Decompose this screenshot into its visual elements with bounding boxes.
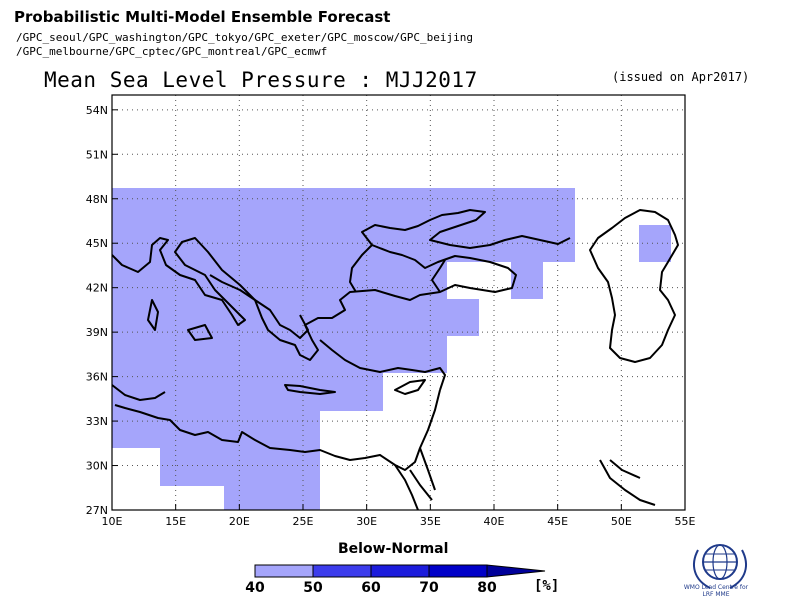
below-normal-shading [112,188,671,510]
legend-swatch-80-plus [486,564,546,578]
wmo-logo-caption: WMO Lead Centre for LRF MME [676,584,756,598]
tick-label-lon-20E: 20E [229,515,250,528]
wmo-laurel-icon [693,549,747,589]
below-normal-area-main [112,188,575,510]
coast-adriatic-balkans [209,274,309,339]
legend-label-40: 40 [245,580,265,596]
legend-swatch-60-70 [370,564,430,578]
coast-mediterranean-north [112,209,571,361]
coast-north-africa-west [112,384,166,401]
tick-label-lat-39N: 39N [86,326,108,339]
coast-black-sea [349,244,446,293]
map-frame [111,94,686,511]
map-axes: 10E 15E 20E 25E 30E 35E 40E 45E 50E 55E 27N 30N 33N 3… [86,104,696,528]
legend-swatch-50-60 [312,564,372,578]
below-normal-area-caspian [639,225,671,262]
wmo-logo [693,544,747,589]
tick-label-lon-30E: 30E [356,515,377,528]
legend-label-50: 50 [303,580,323,596]
coast-turkey-south [319,339,446,391]
tick-label-lon-35E: 35E [420,515,441,528]
legend-swatch-40-50 [254,564,314,578]
coastlines [112,209,679,510]
coast-red-sea [394,447,436,510]
tick-label-lat-45N: 45N [86,237,108,250]
legend-label-80: 80 [477,580,497,596]
legend-unit: [%] [534,578,560,594]
tick-label-lon-15E: 15E [165,515,186,528]
wmo-caption-line-1: WMO Lead Centre for [683,584,749,591]
tick-label-lat-54N: 54N [86,104,108,117]
legend-swatch-70-80 [428,564,488,578]
tick-label-lat-27N: 27N [86,504,108,517]
tick-label-lon-45E: 45E [547,515,568,528]
lat-lon-grid [112,95,685,510]
tick-label-lon-55E: 55E [675,515,696,528]
wmo-caption-line-2: LRF MME [702,591,730,598]
centers-line-1: /GPC_seoul/GPC_washington/GPC_tokyo/GPC_… [16,31,473,44]
coast-persian-gulf [599,459,656,506]
legend-colorbar [254,564,546,578]
coast-levant-egypt [114,389,441,471]
coast-cyprus [394,379,426,395]
coast-sicily-sardinia [147,299,213,341]
coast-caspian [589,209,679,363]
tick-label-lat-42N: 42N [86,282,108,295]
tick-label-lat-33N: 33N [86,415,108,428]
legend-label-60: 60 [361,580,381,596]
map-title: Mean Sea Level Pressure : MJJ2017 [44,68,478,92]
coast-crete [284,384,336,395]
tick-label-lat-48N: 48N [86,193,108,206]
legend-title: Below-Normal [338,541,449,557]
tick-label-lon-25E: 25E [293,515,314,528]
forecast-header-title: Probabilistic Multi-Model Ensemble Forec… [14,8,391,26]
tick-label-lat-30N: 30N [86,460,108,473]
issued-date: (issued on Apr2017) [612,70,750,84]
tick-label-lat-36N: 36N [86,371,108,384]
centers-line-2: /GPC_melbourne/GPC_cptec/GPC_montreal/GP… [16,45,328,58]
tick-label-lon-50E: 50E [611,515,632,528]
tick-label-lon-40E: 40E [484,515,505,528]
tick-label-lat-51N: 51N [86,148,108,161]
legend-label-70: 70 [419,580,439,596]
tick-label-lon-10E: 10E [102,515,123,528]
